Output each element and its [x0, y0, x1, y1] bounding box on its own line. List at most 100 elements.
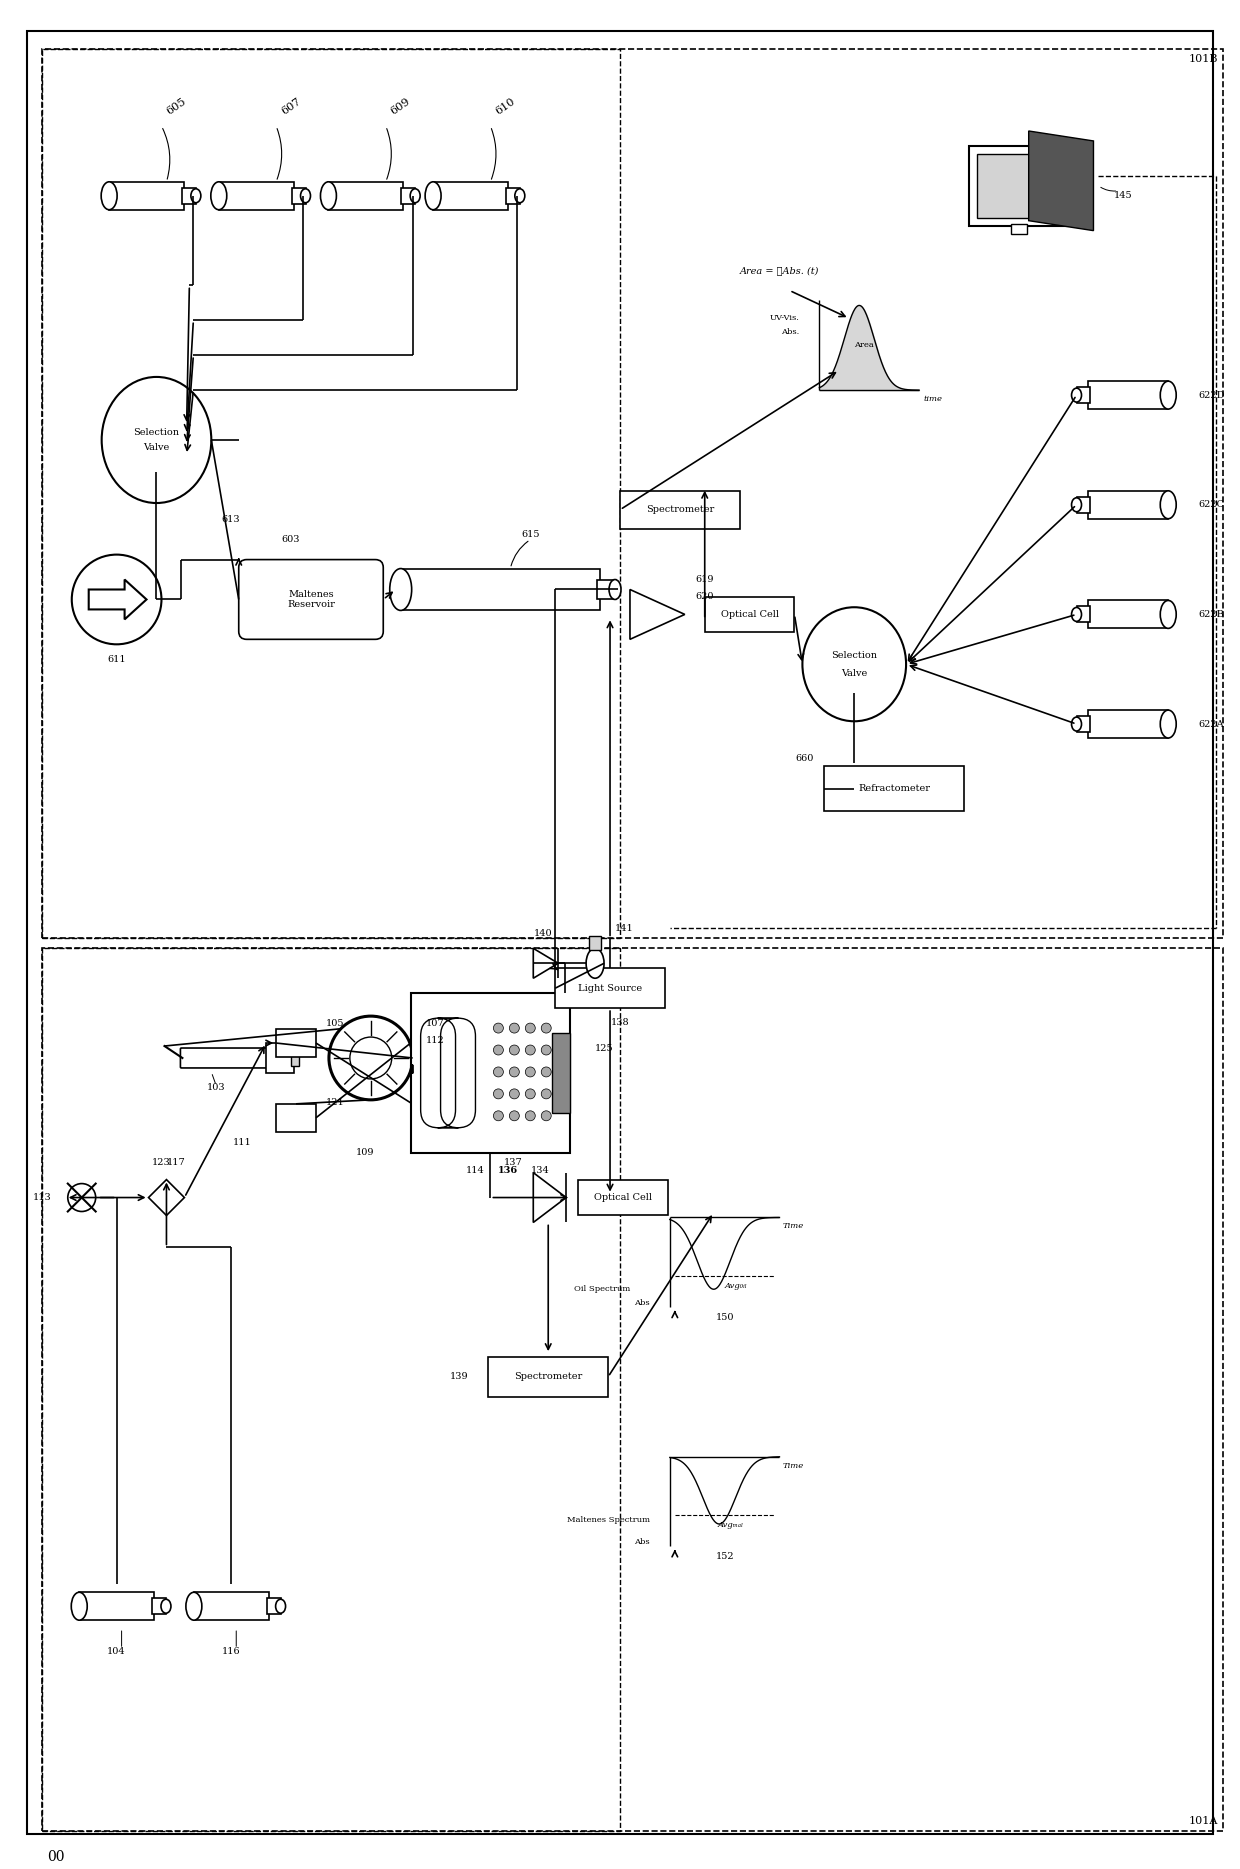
Text: Selection: Selection [134, 428, 180, 437]
Circle shape [329, 1017, 413, 1099]
Polygon shape [1029, 131, 1094, 230]
Text: Selection: Selection [831, 650, 877, 660]
Ellipse shape [161, 1600, 171, 1613]
Ellipse shape [191, 189, 201, 202]
Text: 622B: 622B [1198, 609, 1224, 619]
Ellipse shape [425, 181, 441, 209]
Bar [1011, 224, 1027, 234]
Polygon shape [630, 589, 684, 639]
Ellipse shape [102, 378, 211, 503]
Polygon shape [89, 579, 146, 619]
Bar [267, 1598, 280, 1615]
Text: 141: 141 [615, 923, 634, 933]
Circle shape [526, 1022, 536, 1034]
Ellipse shape [587, 948, 604, 977]
Bar [42, 49, 620, 938]
Text: Maltenes
Reservoir: Maltenes Reservoir [286, 591, 335, 609]
Text: 136: 136 [498, 1166, 518, 1176]
Text: Time: Time [782, 1222, 804, 1230]
Circle shape [526, 1110, 536, 1121]
Bar [552, 1034, 570, 1112]
Text: 105: 105 [326, 1019, 345, 1028]
Circle shape [541, 1045, 552, 1054]
Text: Light Source: Light Source [578, 983, 642, 992]
Ellipse shape [1071, 718, 1081, 731]
Ellipse shape [300, 189, 310, 202]
FancyBboxPatch shape [180, 1049, 272, 1067]
Ellipse shape [71, 1592, 87, 1620]
Text: 603: 603 [281, 535, 300, 544]
Text: Abs: Abs [635, 1299, 650, 1306]
Circle shape [494, 1067, 503, 1077]
Text: time: time [924, 394, 944, 404]
Text: 103: 103 [207, 1084, 226, 1091]
Text: 112: 112 [425, 1035, 444, 1045]
Bar [193, 1592, 269, 1620]
Text: 107: 107 [425, 1019, 444, 1028]
Circle shape [526, 1067, 536, 1077]
Bar [1076, 497, 1090, 512]
Text: 138: 138 [610, 1017, 630, 1026]
Text: Optical Cell: Optical Cell [720, 609, 779, 619]
Circle shape [541, 1110, 552, 1121]
Bar [42, 49, 1223, 938]
Text: Avgₘₐₗ: Avgₘₐₗ [717, 1521, 743, 1529]
Circle shape [526, 1090, 536, 1099]
Ellipse shape [1161, 600, 1177, 628]
Bar [109, 181, 184, 209]
Text: 619: 619 [696, 576, 714, 583]
Bar [401, 568, 600, 611]
Circle shape [494, 1022, 503, 1034]
Bar [977, 153, 1060, 217]
Text: 116: 116 [222, 1647, 241, 1656]
Circle shape [510, 1090, 520, 1099]
Bar [182, 187, 196, 204]
Text: 121: 121 [326, 1099, 345, 1106]
Text: Spectrometer: Spectrometer [646, 505, 714, 514]
Bar [506, 187, 520, 204]
Text: Valve: Valve [144, 443, 170, 452]
Bar [153, 1598, 166, 1615]
Ellipse shape [802, 607, 906, 721]
Ellipse shape [1161, 492, 1177, 520]
Text: Optical Cell: Optical Cell [594, 1192, 652, 1202]
Ellipse shape [609, 579, 621, 600]
Circle shape [510, 1067, 520, 1077]
Circle shape [510, 1022, 520, 1034]
Ellipse shape [275, 1600, 285, 1613]
Text: Abs: Abs [635, 1538, 650, 1546]
Text: 622C: 622C [1198, 501, 1224, 508]
Text: 104: 104 [108, 1647, 126, 1656]
Bar [277, 1030, 316, 1058]
Ellipse shape [1071, 497, 1081, 512]
Text: 622D: 622D [1198, 391, 1225, 400]
Ellipse shape [102, 181, 117, 209]
Bar [410, 992, 570, 1153]
Text: 117: 117 [167, 1159, 186, 1166]
Bar [489, 1357, 608, 1396]
Text: 611: 611 [108, 654, 126, 663]
Text: Oil Spectrum: Oil Spectrum [574, 1286, 630, 1293]
Ellipse shape [389, 568, 412, 611]
Circle shape [510, 1045, 520, 1054]
Ellipse shape [320, 181, 336, 209]
Circle shape [494, 1090, 503, 1099]
Text: Avg₀ᵢₗ: Avg₀ᵢₗ [724, 1282, 746, 1290]
Circle shape [526, 1045, 536, 1054]
Text: 605: 605 [165, 95, 188, 116]
Text: 660: 660 [795, 755, 813, 763]
Text: 114: 114 [466, 1166, 485, 1176]
Bar [556, 968, 665, 1007]
Text: 134: 134 [531, 1166, 549, 1176]
Bar [1076, 387, 1090, 404]
Text: 101A: 101A [1189, 1815, 1218, 1826]
Text: 111: 111 [232, 1138, 252, 1148]
Circle shape [541, 1022, 552, 1034]
Text: 152: 152 [715, 1551, 734, 1561]
Bar [291, 187, 305, 204]
Bar [1089, 600, 1168, 628]
Circle shape [494, 1045, 503, 1054]
Bar [79, 1592, 154, 1620]
Text: 109: 109 [356, 1148, 374, 1157]
Bar [402, 187, 415, 204]
